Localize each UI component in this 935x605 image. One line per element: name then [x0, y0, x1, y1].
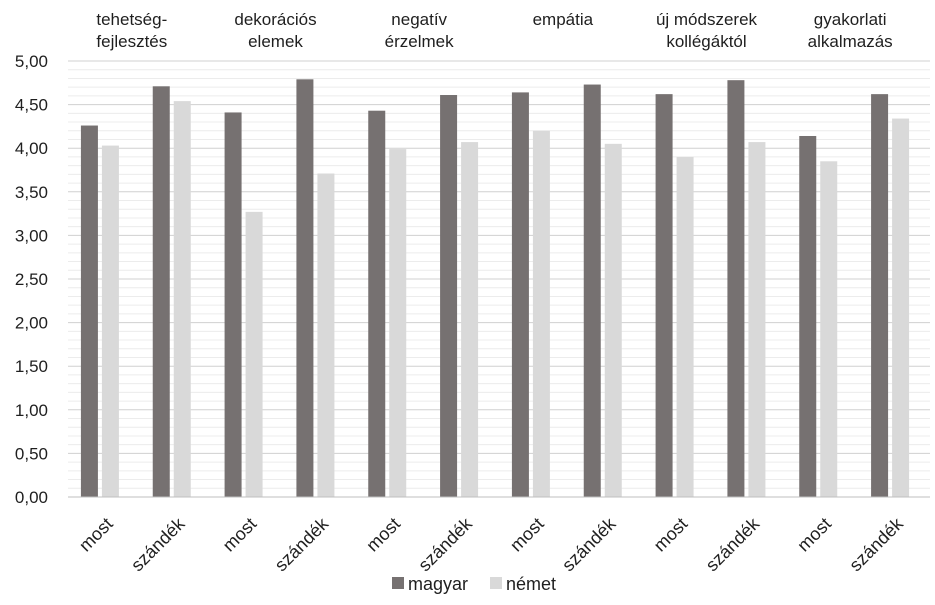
bar-német-most	[820, 161, 838, 497]
bar-német-szándék	[173, 101, 191, 497]
bar-német-most	[101, 145, 119, 498]
group-label: alkalmazás	[808, 32, 893, 51]
group-label: új módszerek	[656, 10, 758, 29]
y-tick-label: 1,00	[15, 401, 48, 420]
bar-magyar-szándék	[296, 79, 314, 497]
bar-magyar-szándék	[871, 94, 889, 498]
bar-magyar-szándék	[583, 84, 601, 497]
bar-német-szándék	[317, 173, 335, 497]
bar-magyar-most	[224, 112, 242, 497]
x-tick-label: most	[793, 514, 835, 556]
group-label: elemek	[248, 32, 303, 51]
bar-német-szándék	[461, 142, 479, 497]
group-label: fejlesztés	[96, 32, 167, 51]
x-tick-label: most	[219, 514, 261, 556]
group-label: negatív	[391, 10, 447, 29]
bar-magyar-most	[80, 125, 98, 497]
bar-magyar-szándék	[727, 80, 745, 498]
y-tick-label: 4,00	[15, 139, 48, 158]
legend-swatch-magyar	[392, 577, 404, 589]
group-label: kollégáktól	[666, 32, 746, 51]
group-label: empátia	[533, 10, 594, 29]
y-tick-label: 5,00	[15, 52, 48, 71]
bar-német-szándék	[892, 118, 910, 497]
x-tick-label: szándék	[127, 513, 189, 575]
legend-swatch-német	[490, 577, 502, 589]
x-tick-label: most	[362, 514, 404, 556]
group-label: gyakorlati	[814, 10, 887, 29]
x-tick-label: most	[650, 514, 692, 556]
bar-német-most	[532, 130, 550, 497]
bar-német-szándék	[604, 143, 622, 497]
x-tick-label: szándék	[845, 513, 907, 575]
bar-magyar-szándék	[152, 86, 170, 498]
bar-magyar-most	[511, 92, 529, 497]
bar-német-szándék	[748, 142, 766, 497]
y-tick-label: 2,00	[15, 314, 48, 333]
y-tick-label: 1,50	[15, 357, 48, 376]
y-tick-label: 0,00	[15, 488, 48, 507]
bar-magyar-most	[655, 94, 673, 498]
group-label: érzelmek	[385, 32, 454, 51]
y-tick-label: 3,00	[15, 226, 48, 245]
group-label: dekorációs	[234, 10, 316, 29]
legend-label-magyar: magyar	[408, 574, 468, 594]
group-label: tehetség-	[96, 10, 167, 29]
bar-magyar-most	[368, 110, 386, 497]
x-tick-label: szándék	[271, 513, 333, 575]
legend-label-német: német	[506, 574, 556, 594]
y-tick-label: 2,50	[15, 270, 48, 289]
x-tick-label: szándék	[702, 513, 764, 575]
bar-német-most	[389, 149, 407, 497]
y-tick-label: 0,50	[15, 444, 48, 463]
bar-német-most	[245, 211, 263, 497]
bar-magyar-most	[799, 135, 817, 497]
x-tick-label: szándék	[414, 513, 476, 575]
x-tick-label: szándék	[558, 513, 620, 575]
y-tick-label: 4,50	[15, 96, 48, 115]
bar-német-most	[676, 156, 694, 498]
bar-magyar-szándék	[440, 95, 458, 498]
y-tick-label: 3,50	[15, 183, 48, 202]
x-tick-label: most	[75, 514, 117, 556]
x-tick-label: most	[506, 514, 548, 556]
